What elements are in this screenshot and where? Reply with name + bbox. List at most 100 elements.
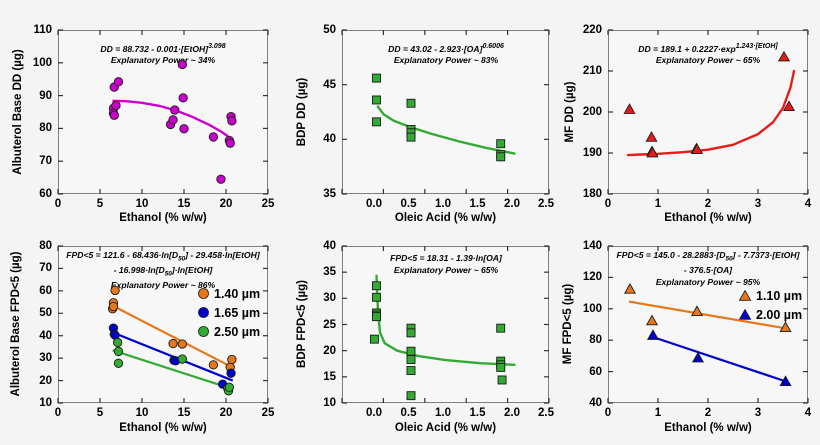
x-tick-label: 10 bbox=[135, 407, 149, 419]
plot-svg bbox=[341, 245, 550, 404]
data-point bbox=[372, 117, 381, 127]
x-tick-label: 0.5 bbox=[400, 198, 417, 210]
fit-curve bbox=[375, 274, 516, 366]
data-point bbox=[372, 95, 381, 105]
axis-mask bbox=[342, 196, 370, 210]
y-tick-label: 45 bbox=[323, 78, 336, 91]
x-tick-label: 2 bbox=[704, 198, 712, 210]
plot-frame bbox=[58, 30, 268, 194]
equation-annotation: DD = 88.732 - 0.001·[EtOH]3.098 Explanat… bbox=[63, 41, 263, 67]
data-point bbox=[109, 110, 119, 120]
data-point bbox=[227, 116, 237, 126]
data-point bbox=[496, 139, 506, 149]
x-tick-label: 15 bbox=[177, 198, 191, 210]
legend-item[interactable]: 2.00 µm bbox=[738, 305, 802, 324]
y-tick-label: 80 bbox=[39, 240, 52, 252]
data-point bbox=[208, 132, 219, 142]
data-point bbox=[690, 305, 704, 316]
y-tick-label: 200 bbox=[582, 106, 602, 118]
data-point bbox=[623, 103, 636, 114]
data-point bbox=[779, 375, 792, 386]
data-point bbox=[645, 314, 659, 326]
y-tick-label: 50 bbox=[39, 307, 52, 320]
explanatory-power-line: Explanatory Power ~ 65% bbox=[393, 264, 499, 275]
explanatory-power-line: Explanatory Power ~ 34% bbox=[110, 55, 216, 66]
x-tick-label: 2.5 bbox=[538, 198, 554, 210]
data-point bbox=[372, 312, 381, 322]
explanatory-power-line: Explanatory Power ~ 86% bbox=[110, 280, 216, 291]
y-tick-label: 90 bbox=[39, 89, 52, 102]
x-tick-label: 1 bbox=[654, 407, 662, 419]
x-tick-label: 1 bbox=[654, 198, 662, 210]
data-point bbox=[646, 146, 659, 158]
data-point bbox=[691, 351, 705, 363]
data-point bbox=[406, 132, 416, 142]
data-point bbox=[178, 93, 188, 103]
data-point bbox=[406, 328, 416, 338]
y-tick-label: 60 bbox=[589, 365, 602, 378]
x-axis-title: Ethanol (% w/w) bbox=[119, 212, 207, 224]
x-tick-label: 1.5 bbox=[469, 407, 486, 419]
explanatory-power-line: Explanatory Power ~ 83% bbox=[393, 55, 499, 66]
y-tick-label: 10 bbox=[323, 397, 336, 409]
equation-line-1: DD = 88.732 - 0.001·[EtOH]3.098 bbox=[100, 43, 226, 54]
legend-item[interactable]: 1.40 µm bbox=[196, 284, 260, 303]
explanatory-power-line: Explanatory Power ~ 95% bbox=[655, 276, 761, 287]
y-tick-label: 220 bbox=[582, 24, 602, 36]
y-tick-label: 35 bbox=[323, 188, 336, 200]
x-tick-label: 1.0 bbox=[435, 407, 451, 419]
fit-line bbox=[651, 335, 789, 384]
x-tick-label: 3 bbox=[754, 407, 762, 419]
y-tick-label: 20 bbox=[323, 344, 336, 357]
equation-line-1: FPD<5 = 121.6 - 68.436·ln[D50] - 29.458·… bbox=[66, 250, 260, 263]
data-point bbox=[782, 100, 796, 112]
y-tick-label: 100 bbox=[32, 56, 52, 69]
data-point bbox=[224, 382, 235, 392]
panel-mf-fpd: MF FPD<5 (µg) 140 120 100 80 60 40 0 1 2… bbox=[560, 222, 820, 445]
y-axis-title: Albuterol Base DD (µg) bbox=[12, 49, 24, 175]
x-tick-label: 0 bbox=[604, 198, 612, 210]
data-point bbox=[369, 334, 379, 344]
x-tick-label: 5 bbox=[96, 198, 104, 210]
data-point bbox=[406, 366, 416, 376]
data-point bbox=[225, 138, 235, 148]
y-tick-label: 110 bbox=[33, 24, 52, 36]
fit-line bbox=[628, 300, 790, 330]
x-tick-label: 10 bbox=[135, 198, 149, 210]
data-point bbox=[646, 329, 660, 340]
fit-curve bbox=[376, 105, 516, 155]
x-tick-label: 5 bbox=[96, 407, 104, 419]
fit-line bbox=[112, 349, 234, 391]
y-tick-label: 15 bbox=[323, 370, 336, 383]
x-tick-label: 1.0 bbox=[435, 198, 451, 210]
y-tick-label: 40 bbox=[589, 397, 602, 409]
panel-albuterol-fpd: Albuterol Base FPD<5 (µg) 80 70 60 50 40… bbox=[0, 222, 280, 445]
panel-mf-dd: MF DD (µg) 220 210 200 190 180 0 1 2 3 4… bbox=[560, 0, 820, 224]
x-axis-title: Ethanol (% w/w) bbox=[664, 422, 752, 434]
plot-frame bbox=[342, 246, 549, 403]
legend-item[interactable]: 2.50 µm bbox=[196, 322, 260, 341]
data-point bbox=[406, 391, 416, 401]
data-point bbox=[226, 368, 236, 378]
data-point bbox=[623, 283, 637, 294]
panel-bdp-dd: BDP DD (µg) 50 45 40 35 0.0 0.5 1.0 1.5 … bbox=[280, 0, 560, 224]
explanatory-power-line: Explanatory Power ~ 65% bbox=[655, 55, 761, 66]
y-tick-label: 140 bbox=[582, 240, 602, 252]
data-point bbox=[496, 362, 506, 372]
y-tick-label: 20 bbox=[39, 374, 52, 387]
circle-marker-icon bbox=[196, 325, 210, 338]
equation-line-1: DD = 43.02 - 2.923·[OA]0.6006 bbox=[388, 43, 504, 54]
equation-annotation: FPD<5 = 145.0 - 28.2883·[D50] - 7.7373·[… bbox=[606, 250, 810, 288]
x-axis-title: Oleic Acid (% w/w) bbox=[394, 422, 497, 434]
data-point bbox=[779, 321, 792, 332]
legend-item[interactable]: 1.10 µm bbox=[738, 286, 802, 305]
equation-line-2: - 16.998·ln[D50]·ln[EtOH] bbox=[113, 265, 213, 278]
x-tick-label: 0 bbox=[54, 407, 62, 419]
y-tick-label: 40 bbox=[323, 133, 336, 146]
equation-annotation: DD = 189.1 + 0.2227·exp1.243·[EtOH] Expl… bbox=[612, 41, 804, 67]
legend-item[interactable]: 1.65 µm bbox=[196, 303, 260, 322]
data-point bbox=[496, 323, 506, 333]
data-point bbox=[168, 115, 178, 125]
x-axis-title: Oleic Acid (% w/w) bbox=[394, 212, 497, 224]
